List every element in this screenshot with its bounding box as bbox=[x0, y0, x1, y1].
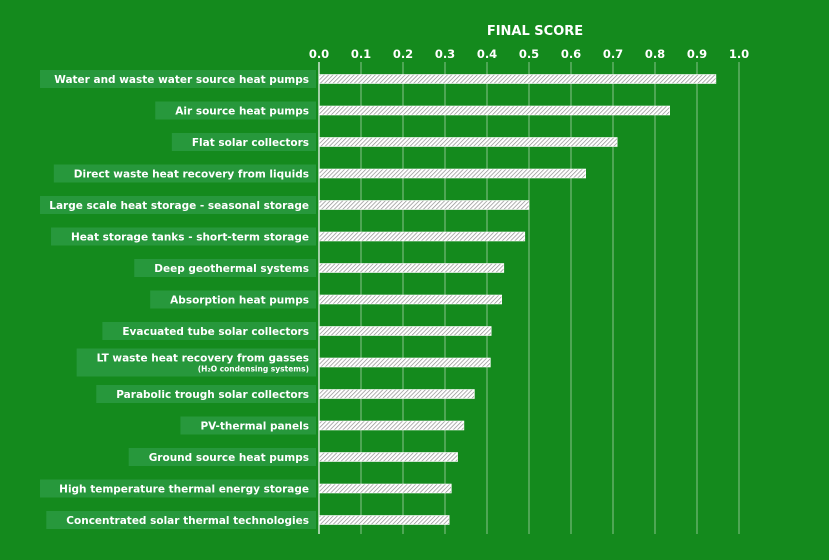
category-label: Large scale heat storage - seasonal stor… bbox=[49, 200, 309, 212]
category-label-box bbox=[102, 322, 316, 340]
category-label-box bbox=[40, 196, 316, 214]
category-label-box bbox=[180, 416, 316, 435]
category-label-box bbox=[171, 133, 316, 151]
category-label-box bbox=[76, 348, 316, 377]
x-tick-label: 0.9 bbox=[687, 47, 707, 61]
category-label: PV-thermal panels bbox=[200, 421, 309, 433]
x-tick-label: 0.1 bbox=[351, 47, 371, 61]
category-label: Evacuated tube solar collectors bbox=[122, 326, 309, 338]
category-labels: Water and waste water source heat pumps A… bbox=[40, 70, 316, 529]
category-label: Heat storage tanks - short-term storage bbox=[71, 232, 309, 244]
x-tick-label: 0.4 bbox=[477, 47, 497, 61]
category-label: Absorption heat pumps bbox=[170, 295, 309, 307]
category-label: LT waste heat recovery from gasses bbox=[97, 353, 309, 365]
category-label-box bbox=[40, 479, 316, 498]
bar bbox=[318, 389, 475, 399]
category-label: Direct waste heat recovery from liquids bbox=[74, 169, 309, 181]
bar bbox=[318, 263, 505, 273]
bar bbox=[318, 483, 452, 494]
bar bbox=[318, 420, 465, 431]
category-label-box bbox=[150, 290, 316, 309]
category-label-box bbox=[40, 70, 316, 88]
x-tick-label: 0.7 bbox=[603, 47, 623, 61]
x-tick-label: 0.6 bbox=[561, 47, 581, 61]
chart-title: FINAL SCORE bbox=[487, 24, 583, 39]
x-tick-label: 0.5 bbox=[519, 47, 539, 61]
category-label: Water and waste water source heat pumps bbox=[54, 74, 309, 86]
bar bbox=[318, 326, 492, 336]
bar bbox=[318, 515, 450, 525]
category-label: Air source heat pumps bbox=[175, 106, 309, 118]
bar bbox=[318, 137, 618, 147]
bar bbox=[318, 200, 530, 210]
category-label-box bbox=[46, 511, 316, 529]
category-label: Flat solar collectors bbox=[192, 137, 309, 149]
category-label-box bbox=[155, 101, 316, 120]
bar bbox=[318, 452, 458, 462]
x-axis-ticks: 0.0 0.1 0.2 0.3 0.4 0.5 0.6 0.7 0.8 0.9 1.0 bbox=[309, 47, 749, 61]
category-label: Concentrated solar thermal technologies bbox=[66, 515, 309, 527]
category-label-box bbox=[134, 259, 316, 277]
x-tick-label: 0.2 bbox=[393, 47, 413, 61]
category-label-box bbox=[51, 227, 316, 246]
bar bbox=[318, 357, 491, 368]
x-tick-label: 0.3 bbox=[435, 47, 455, 61]
category-sublabel: (H₂O condensing systems) bbox=[198, 365, 309, 374]
x-tick-label: 0.8 bbox=[645, 47, 665, 61]
bar bbox=[318, 294, 502, 305]
x-tick-label: 1.0 bbox=[729, 47, 749, 61]
category-label: Ground source heat pumps bbox=[149, 452, 309, 464]
bar bbox=[318, 74, 717, 84]
bar bbox=[318, 168, 587, 179]
category-label-box bbox=[128, 448, 316, 466]
category-label: High temperature thermal energy storage bbox=[59, 484, 309, 496]
category-label: Parabolic trough solar collectors bbox=[116, 389, 309, 401]
x-tick-label: 0.0 bbox=[309, 47, 329, 61]
category-label-box bbox=[96, 385, 316, 403]
bar bbox=[318, 231, 526, 242]
bars bbox=[318, 74, 717, 525]
bar bbox=[318, 105, 671, 116]
category-label: Deep geothermal systems bbox=[154, 263, 309, 275]
category-label-box bbox=[53, 164, 316, 183]
